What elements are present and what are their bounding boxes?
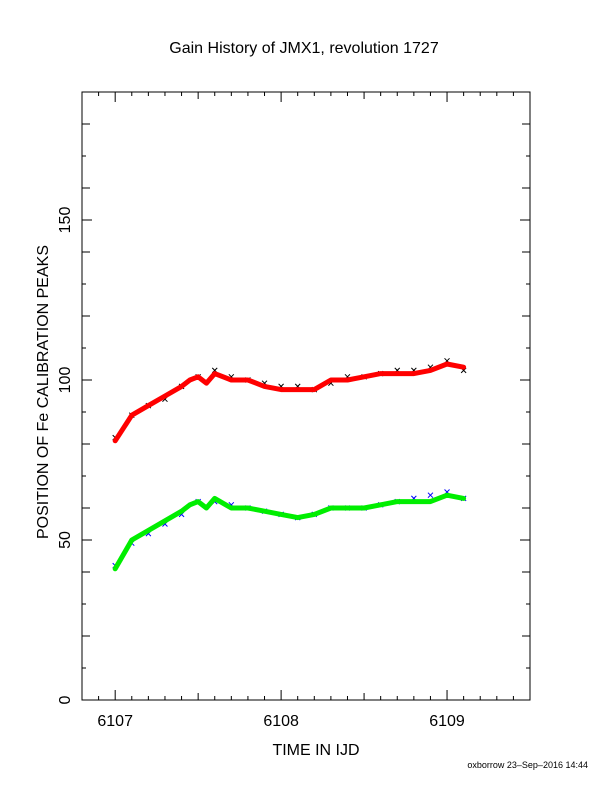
trend-line (112, 492, 467, 572)
x-tick-labels: 6107 6108 6109 (97, 713, 465, 730)
series-0 (112, 357, 467, 441)
trend-line (112, 361, 467, 444)
y-axis-label: POSITION OF Fe CALIBRATION PEAKS (35, 245, 52, 539)
series-3 (112, 492, 467, 572)
series-1 (112, 361, 467, 444)
y-tick-labels: 0 50 100 150 (57, 207, 74, 705)
x-axis-label: TIME IN IJD (272, 742, 359, 759)
y-tick-label: 0 (57, 695, 74, 704)
x-tick-label: 6107 (97, 713, 133, 730)
chart-title: Gain History of JMX1, revolution 1727 (169, 40, 439, 57)
data-point (427, 492, 434, 499)
x-tick-label: 6108 (263, 713, 299, 730)
y-tick-label: 100 (57, 367, 74, 394)
y-tick-label: 150 (57, 207, 74, 234)
y-tick-label: 50 (57, 531, 74, 549)
x-tick-label: 6109 (429, 713, 465, 730)
data-series (112, 357, 467, 572)
plot-frame (81, 91, 531, 701)
footer-credit: oxborrow 23–Sep–2016 14:44 (467, 760, 588, 770)
axis-ticks (81, 91, 531, 701)
